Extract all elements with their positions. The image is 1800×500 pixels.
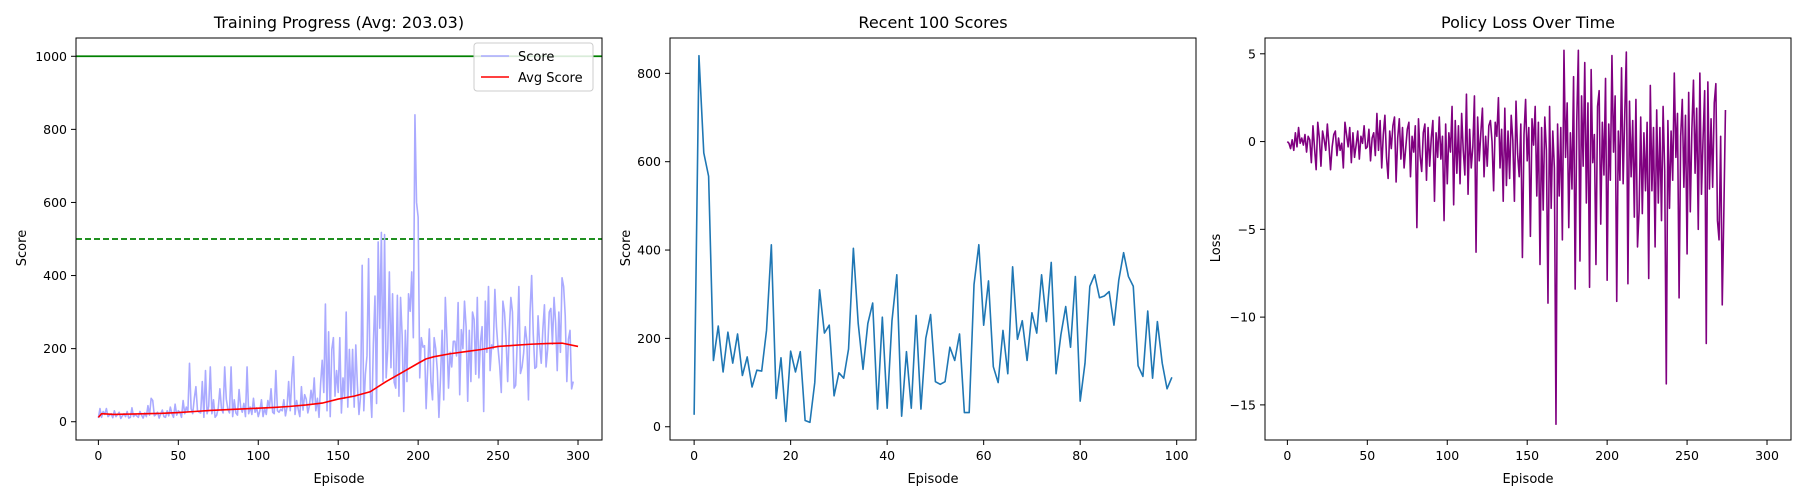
axis-ticks: 0 50 100 150 200 250 300 0 200 400 600 800 1000 (35, 49, 590, 463)
legend-label-avg-score: Avg Score (518, 71, 583, 86)
chart-title: Training Progress (Avg: 203.03) (213, 13, 464, 32)
plot-area (669, 37, 1197, 441)
x-axis-label: Episode (907, 472, 958, 487)
y-tick-label: 600 (637, 154, 661, 169)
y-tick-label: 400 (43, 268, 67, 283)
x-tick-label: 300 (1755, 448, 1779, 463)
x-tick-label: 80 (1072, 448, 1088, 463)
x-tick-label: 150 (1515, 448, 1539, 463)
axes-frame (1264, 37, 1792, 441)
axes-frame (669, 37, 1197, 441)
x-tick-label: 100 (1165, 448, 1189, 463)
y-tick-label: 1000 (35, 49, 67, 64)
x-axis-label: Episode (1502, 472, 1553, 487)
legend: Score Avg Score (473, 42, 594, 92)
legend-label-score: Score (518, 50, 554, 65)
x-axis-label: Episode (313, 472, 364, 487)
x-tick-label: 20 (783, 448, 799, 463)
y-tick-label: 0 (59, 414, 67, 429)
training-progress-chart: Training Progress (Avg: 203.03) Episode … (15, 13, 603, 487)
y-tick-label: 800 (637, 66, 661, 81)
x-tick-label: 50 (170, 448, 186, 463)
x-tick-label: 40 (879, 448, 895, 463)
x-tick-label: 250 (486, 448, 510, 463)
x-tick-label: 0 (1283, 448, 1291, 463)
series-line (693, 54, 1173, 424)
y-tick-label: −5 (1238, 222, 1256, 237)
recent-scores-chart: Recent 100 Scores Episode Score 0 20 40 60 8… (619, 13, 1197, 487)
y-tick-label: 0 (1248, 134, 1256, 149)
y-tick-label: 200 (637, 331, 661, 346)
x-tick-label: 50 (1359, 448, 1375, 463)
x-tick-label: 0 (94, 448, 102, 463)
x-tick-label: 250 (1675, 448, 1699, 463)
y-tick-label: 400 (637, 243, 661, 258)
chart-title: Recent 100 Scores (858, 13, 1007, 32)
x-tick-label: 200 (406, 448, 430, 463)
y-tick-label: 5 (1248, 46, 1256, 61)
axes-frame (75, 37, 603, 441)
y-tick-label: 200 (43, 341, 67, 356)
series-line (1286, 49, 1727, 426)
x-tick-label: 200 (1595, 448, 1619, 463)
legend-box (473, 42, 594, 92)
axis-ticks: 0 20 40 60 80 100 0 200 400 600 800 (637, 66, 1189, 463)
series-line-avg-score (97, 342, 579, 418)
plot-area (1264, 37, 1792, 441)
y-tick-label: 800 (43, 122, 67, 137)
chart-title: Policy Loss Over Time (1441, 13, 1615, 32)
x-tick-label: 100 (1435, 448, 1459, 463)
x-tick-label: 100 (246, 448, 270, 463)
y-tick-label: −15 (1230, 397, 1256, 412)
y-tick-label: 600 (43, 195, 67, 210)
y-tick-label: −10 (1230, 310, 1256, 325)
y-axis-label: Loss (1209, 234, 1224, 263)
x-tick-label: 150 (326, 448, 350, 463)
x-tick-label: 300 (566, 448, 590, 463)
y-axis-label: Score (619, 230, 634, 266)
x-tick-label: 0 (690, 448, 698, 463)
x-tick-label: 60 (976, 448, 992, 463)
policy-loss-chart: Policy Loss Over Time Episode Loss 0 50 10… (1209, 13, 1792, 487)
y-tick-label: 0 (653, 419, 661, 434)
y-axis-label: Score (15, 230, 30, 266)
